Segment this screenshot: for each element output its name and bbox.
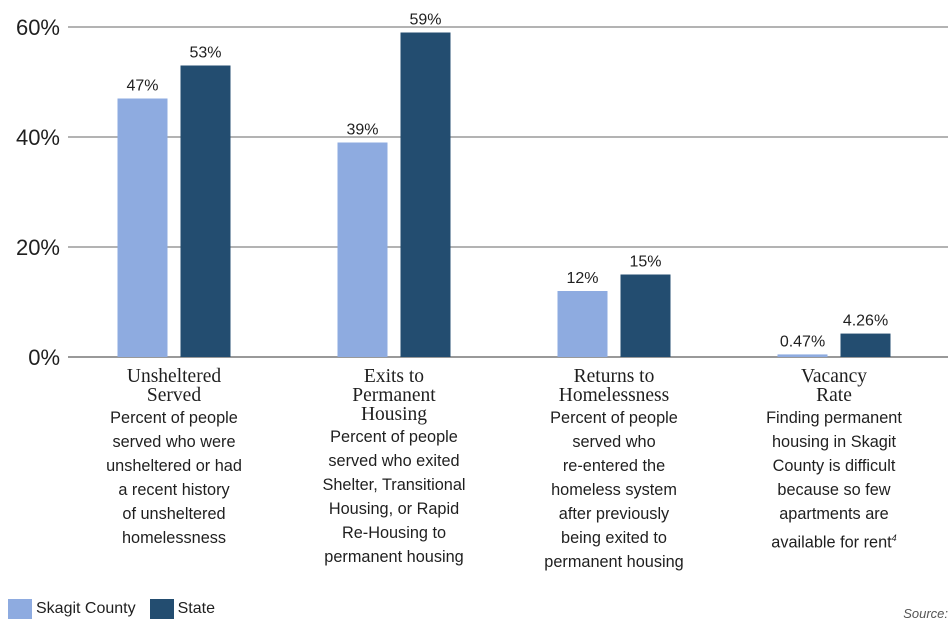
data-label: 39% — [346, 122, 378, 139]
category-description: Percent of people served who exited Shelte… — [287, 425, 501, 569]
category-description-line: apartments are — [779, 505, 889, 523]
category-title: Unsheltered Served — [67, 366, 281, 406]
category-description-line: Re-Housing to — [341, 524, 447, 542]
bar-state-1 — [400, 32, 451, 357]
y-tick-label: 20% — [16, 235, 60, 260]
category-title-line: Unsheltered — [126, 366, 222, 387]
category-description-line: housing in Skagit — [771, 433, 896, 451]
legend: Skagit County State — [8, 599, 229, 619]
data-label: 0.47% — [780, 333, 825, 350]
bar-chart: 0% 20% 40% 60% 47% 39% 12% 0.47% 53% 59% 15% 4.26% — [16, 12, 948, 370]
category-description-line: served who exited — [328, 452, 460, 470]
y-tick-label: 40% — [16, 125, 60, 150]
bar-state-2 — [620, 274, 671, 357]
legend-swatch-state — [149, 599, 174, 619]
category-description-line: Finding permanent — [766, 409, 902, 427]
legend-label-skagit-county: Skagit County — [36, 600, 136, 617]
category-title: Returns to Homelessness — [507, 366, 721, 406]
category-label: Returns to Homelessness Percent of people s… — [507, 367, 721, 574]
category-title-line: Homelessness — [558, 385, 670, 406]
category-description-line: permanent housing — [324, 548, 464, 566]
bar-state-3 — [840, 333, 891, 357]
category-label: Unsheltered Served Percent of people served… — [67, 367, 281, 550]
category-title-line: Vacancy — [800, 366, 868, 387]
category-description-line: served who — [572, 433, 656, 451]
y-tick-label: 0% — [28, 345, 60, 370]
bar-state-0 — [180, 65, 231, 357]
category-title-line: Exits to — [363, 366, 425, 387]
bar-skagit-county-3 — [777, 354, 828, 357]
category-description: Percent of people served who re-entered th… — [507, 406, 721, 574]
category-description-line: because so few — [777, 481, 891, 499]
category-title-line: Served — [146, 385, 202, 406]
category-description-line: homeless system — [551, 481, 677, 499]
category-description: Percent of people served who were unshelte… — [67, 406, 281, 550]
legend-label-state: State — [177, 600, 215, 617]
category-description-line: homelessness — [121, 529, 227, 547]
category-description-line: County is difficult — [772, 457, 896, 475]
data-label: 53% — [189, 45, 221, 62]
category-description-line: Percent of people — [330, 428, 458, 446]
category-title: Vacancy Rate — [727, 366, 941, 406]
source-note: Source: — [903, 606, 948, 621]
category-description-line: Percent of people — [550, 409, 678, 427]
y-tick-label: 60% — [16, 15, 60, 40]
legend-item-skagit-county: Skagit County — [8, 599, 136, 619]
category-description-line: re-entered the — [562, 457, 666, 475]
category-title-line: Returns to — [573, 366, 655, 387]
category-description-line: permanent housing — [544, 553, 684, 571]
category-title-line: Housing — [360, 404, 428, 425]
category-description-line: unsheltered or had — [106, 457, 242, 475]
bar-skagit-county-1 — [337, 142, 388, 357]
category-label: Vacancy Rate Finding permanent housing in S… — [727, 367, 941, 554]
category-description-line: after previously — [558, 505, 670, 523]
category-description-line: served who were — [112, 433, 236, 451]
category-label: Exits to Permanent Housing Percent of peopl… — [287, 367, 501, 569]
category-description: Finding permanent housing in Skagit County… — [727, 406, 941, 554]
category-description-line: a recent history — [118, 481, 230, 499]
category-description-line: being exited to — [561, 529, 667, 547]
category-description-line: Housing, or Rapid — [328, 500, 460, 518]
bar-skagit-county-0 — [117, 98, 168, 357]
category-description-line: Percent of people — [110, 409, 238, 427]
category-title: Exits to Permanent Housing — [287, 366, 501, 425]
data-label: 4.26% — [843, 313, 888, 330]
data-label: 12% — [566, 270, 598, 287]
data-label: 15% — [629, 254, 661, 271]
legend-item-state: State — [149, 599, 215, 619]
category-description-line: available for rent4 — [771, 533, 897, 552]
data-label: 47% — [126, 78, 158, 95]
category-description-line: Shelter, Transitional — [322, 476, 466, 494]
bar-skagit-county-2 — [557, 291, 608, 357]
category-title-line: Permanent — [352, 385, 436, 406]
category-description-line: of unsheltered — [122, 505, 226, 523]
footnote-marker: 4 — [891, 533, 897, 543]
category-title-line: Rate — [816, 385, 852, 406]
data-label: 59% — [409, 12, 441, 29]
legend-swatch-skagit-county — [8, 599, 32, 619]
